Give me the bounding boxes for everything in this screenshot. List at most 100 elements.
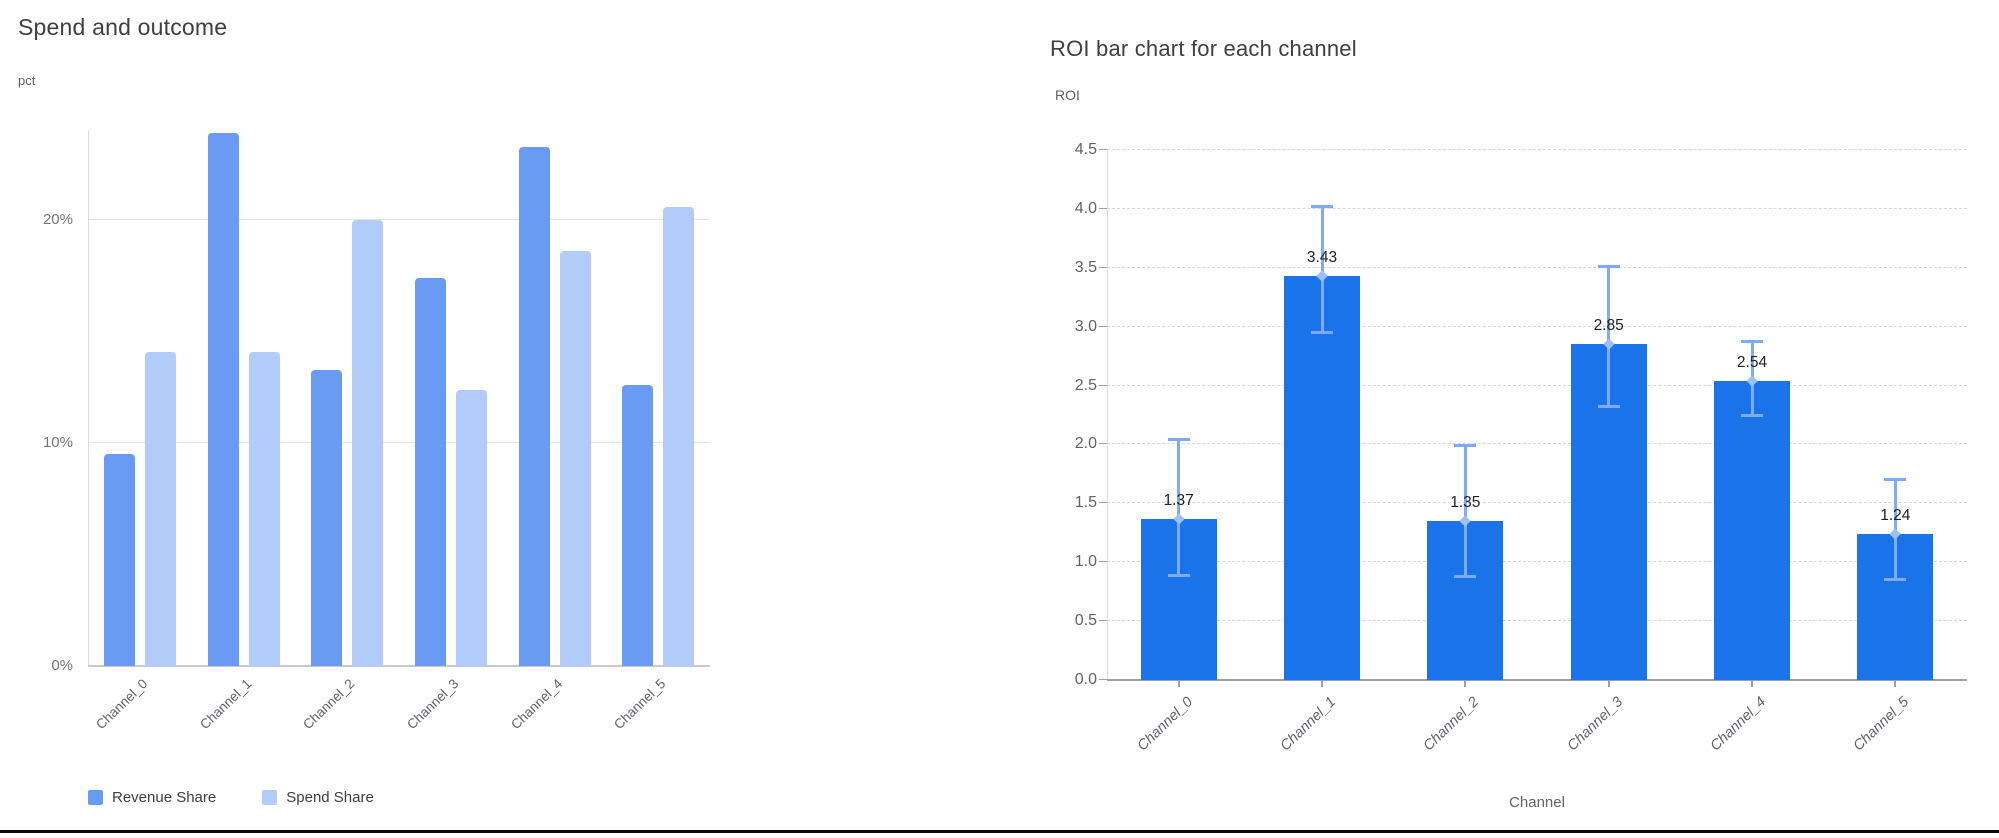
y-tick-label-3-0: 3.0 xyxy=(1074,317,1097,335)
y-tick-label-3-5: 3.5 xyxy=(1074,258,1097,276)
y-axis-unit-pct: pct xyxy=(18,73,36,88)
bar-spend-share-channel-0[interactable] xyxy=(144,351,176,666)
x-axis-title-channel: Channel xyxy=(1509,794,1565,811)
x-category-label-channel-2: Channel_2 xyxy=(1420,694,1483,755)
error-cap-low-channel-4 xyxy=(1741,413,1763,417)
x-category-label-channel-4: Channel_4 xyxy=(507,676,565,733)
y-axis-unit-roi: ROI xyxy=(1055,87,1080,103)
bar-revenue-share-channel-0[interactable] xyxy=(103,454,135,666)
gridline-2-0 xyxy=(1107,443,1967,445)
chart-title-spend-outcome: Spend and outcome xyxy=(18,14,228,40)
gridline-2-5 xyxy=(1107,384,1967,386)
x-category-label-channel-3: Channel_3 xyxy=(1564,694,1626,755)
error-cap-high-channel-4 xyxy=(1741,340,1763,344)
bar-revenue-share-channel-2[interactable] xyxy=(311,369,343,666)
x-category-label-channel-5: Channel_5 xyxy=(1850,694,1913,755)
y-tick-mark-1-5 xyxy=(1099,502,1107,504)
y-tick-label-4-0: 4.0 xyxy=(1074,199,1097,217)
y-axis-line xyxy=(1107,150,1108,680)
error-cap-high-channel-5 xyxy=(1884,478,1907,482)
y-tick-label-2-5: 2.5 xyxy=(1074,376,1097,394)
bar-spend-share-channel-3[interactable] xyxy=(455,389,487,666)
legend-swatch-spend-share xyxy=(262,790,278,805)
y-tick-label-1-0: 1.0 xyxy=(1074,553,1097,571)
legend-item-revenue-share[interactable]: Revenue Share xyxy=(88,789,216,806)
bar-revenue-share-channel-5[interactable] xyxy=(622,385,654,666)
data-label-channel-2: 1.35 xyxy=(1450,494,1481,511)
data-label-channel-0: 1.37 xyxy=(1163,491,1194,509)
x-category-label-channel-1: Channel_1 xyxy=(196,676,254,733)
gridline-20- xyxy=(88,219,710,221)
y-tick-label-0-0: 0.0 xyxy=(1074,671,1097,688)
x-category-label-channel-0: Channel_0 xyxy=(92,676,151,733)
bar-revenue-share-channel-1[interactable] xyxy=(207,133,239,666)
error-cap-high-channel-0 xyxy=(1167,438,1190,442)
y-tick-mark-0-5 xyxy=(1099,620,1107,622)
error-bar-channel-2 xyxy=(1463,445,1467,577)
error-cap-low-channel-2 xyxy=(1454,574,1477,578)
legend-item-spend-share[interactable]: Spend Share xyxy=(262,789,374,806)
legend-swatch-revenue-share xyxy=(88,790,103,805)
y-tick-mark-4-5 xyxy=(1099,149,1107,150)
error-cap-high-channel-2 xyxy=(1454,444,1477,448)
bar-spend-share-channel-2[interactable] xyxy=(352,220,384,666)
error-cap-high-channel-3 xyxy=(1597,265,1620,269)
y-tick-label-0-5: 0.5 xyxy=(1074,612,1097,630)
bottom-divider xyxy=(0,830,1999,833)
x-tick-mark-channel-3 xyxy=(1607,681,1610,687)
bar-spend-share-channel-1[interactable] xyxy=(248,351,280,666)
legend-label-revenue-share: Revenue Share xyxy=(112,789,217,806)
y-tick-mark-4-0 xyxy=(1099,207,1107,209)
error-cap-low-channel-3 xyxy=(1597,405,1620,409)
y-tick-label-10-: 10% xyxy=(42,434,73,452)
x-tick-mark-channel-5 xyxy=(1894,681,1897,687)
chart-legend: Revenue Share Spend Share xyxy=(88,789,374,806)
x-tick-mark-channel-2 xyxy=(1464,681,1467,687)
x-category-label-channel-0: Channel_0 xyxy=(1134,694,1196,755)
bar-spend-share-channel-5[interactable] xyxy=(663,206,695,666)
y-tick-mark-1-0 xyxy=(1099,561,1107,563)
x-axis-line xyxy=(88,665,710,667)
x-category-label-channel-2: Channel_2 xyxy=(300,676,358,733)
x-category-label-channel-3: Channel_3 xyxy=(403,676,462,733)
x-tick-mark-channel-0 xyxy=(1177,681,1180,687)
bar-roi-channel-1[interactable] xyxy=(1284,276,1360,680)
gridline-3-5 xyxy=(1107,266,1967,268)
data-label-channel-5: 1.24 xyxy=(1880,506,1911,524)
gridline-3-0 xyxy=(1107,325,1967,327)
gridline-4-0 xyxy=(1107,207,1967,209)
y-axis-line xyxy=(88,131,89,666)
error-bar-channel-3 xyxy=(1607,266,1611,407)
error-cap-low-channel-0 xyxy=(1167,573,1190,577)
roi-plot-area: 0.0 0.5 1.0 1.5 2.0 2.5 3.0 3.5 4.0 4.5 1.37 Channe… xyxy=(1075,141,1967,754)
data-label-channel-1: 3.43 xyxy=(1306,249,1338,267)
y-tick-mark-3-0 xyxy=(1099,325,1107,327)
bar-revenue-share-channel-4[interactable] xyxy=(518,146,550,666)
y-tick-label-0-: 0% xyxy=(51,657,73,674)
gridline-10- xyxy=(88,442,710,444)
x-category-label-channel-1: Channel_1 xyxy=(1277,694,1340,755)
chart-title-roi: ROI bar chart for each channel xyxy=(1050,36,1357,61)
y-tick-mark-2-0 xyxy=(1099,443,1107,445)
error-cap-low-channel-1 xyxy=(1311,331,1333,335)
x-category-label-channel-4: Channel_4 xyxy=(1707,694,1770,755)
y-tick-mark-2-5 xyxy=(1099,384,1107,386)
bar-roi-channel-4[interactable] xyxy=(1714,380,1790,680)
x-tick-mark-channel-4 xyxy=(1751,681,1753,687)
y-tick-label-20-: 20% xyxy=(42,211,73,229)
spend-outcome-plot-area: 0% 10% 20% Channel_0 Channel_1 Channel_2 Chann… xyxy=(43,131,710,732)
legend-label-spend-share: Spend Share xyxy=(286,789,374,806)
x-tick-mark-channel-1 xyxy=(1321,681,1323,687)
x-category-label-channel-5: Channel_5 xyxy=(611,676,669,733)
y-tick-label-2-0: 2.0 xyxy=(1074,435,1097,453)
data-label-channel-4: 2.54 xyxy=(1736,353,1768,371)
bar-spend-share-channel-4[interactable] xyxy=(559,251,591,666)
error-bar-channel-1 xyxy=(1320,206,1324,333)
y-tick-mark-0-0 xyxy=(1099,679,1107,680)
bar-revenue-share-channel-3[interactable] xyxy=(414,278,446,666)
y-tick-mark-3-5 xyxy=(1099,266,1107,268)
error-cap-high-channel-1 xyxy=(1311,205,1333,209)
error-cap-low-channel-5 xyxy=(1884,578,1907,582)
gridline-0-5 xyxy=(1107,620,1967,622)
